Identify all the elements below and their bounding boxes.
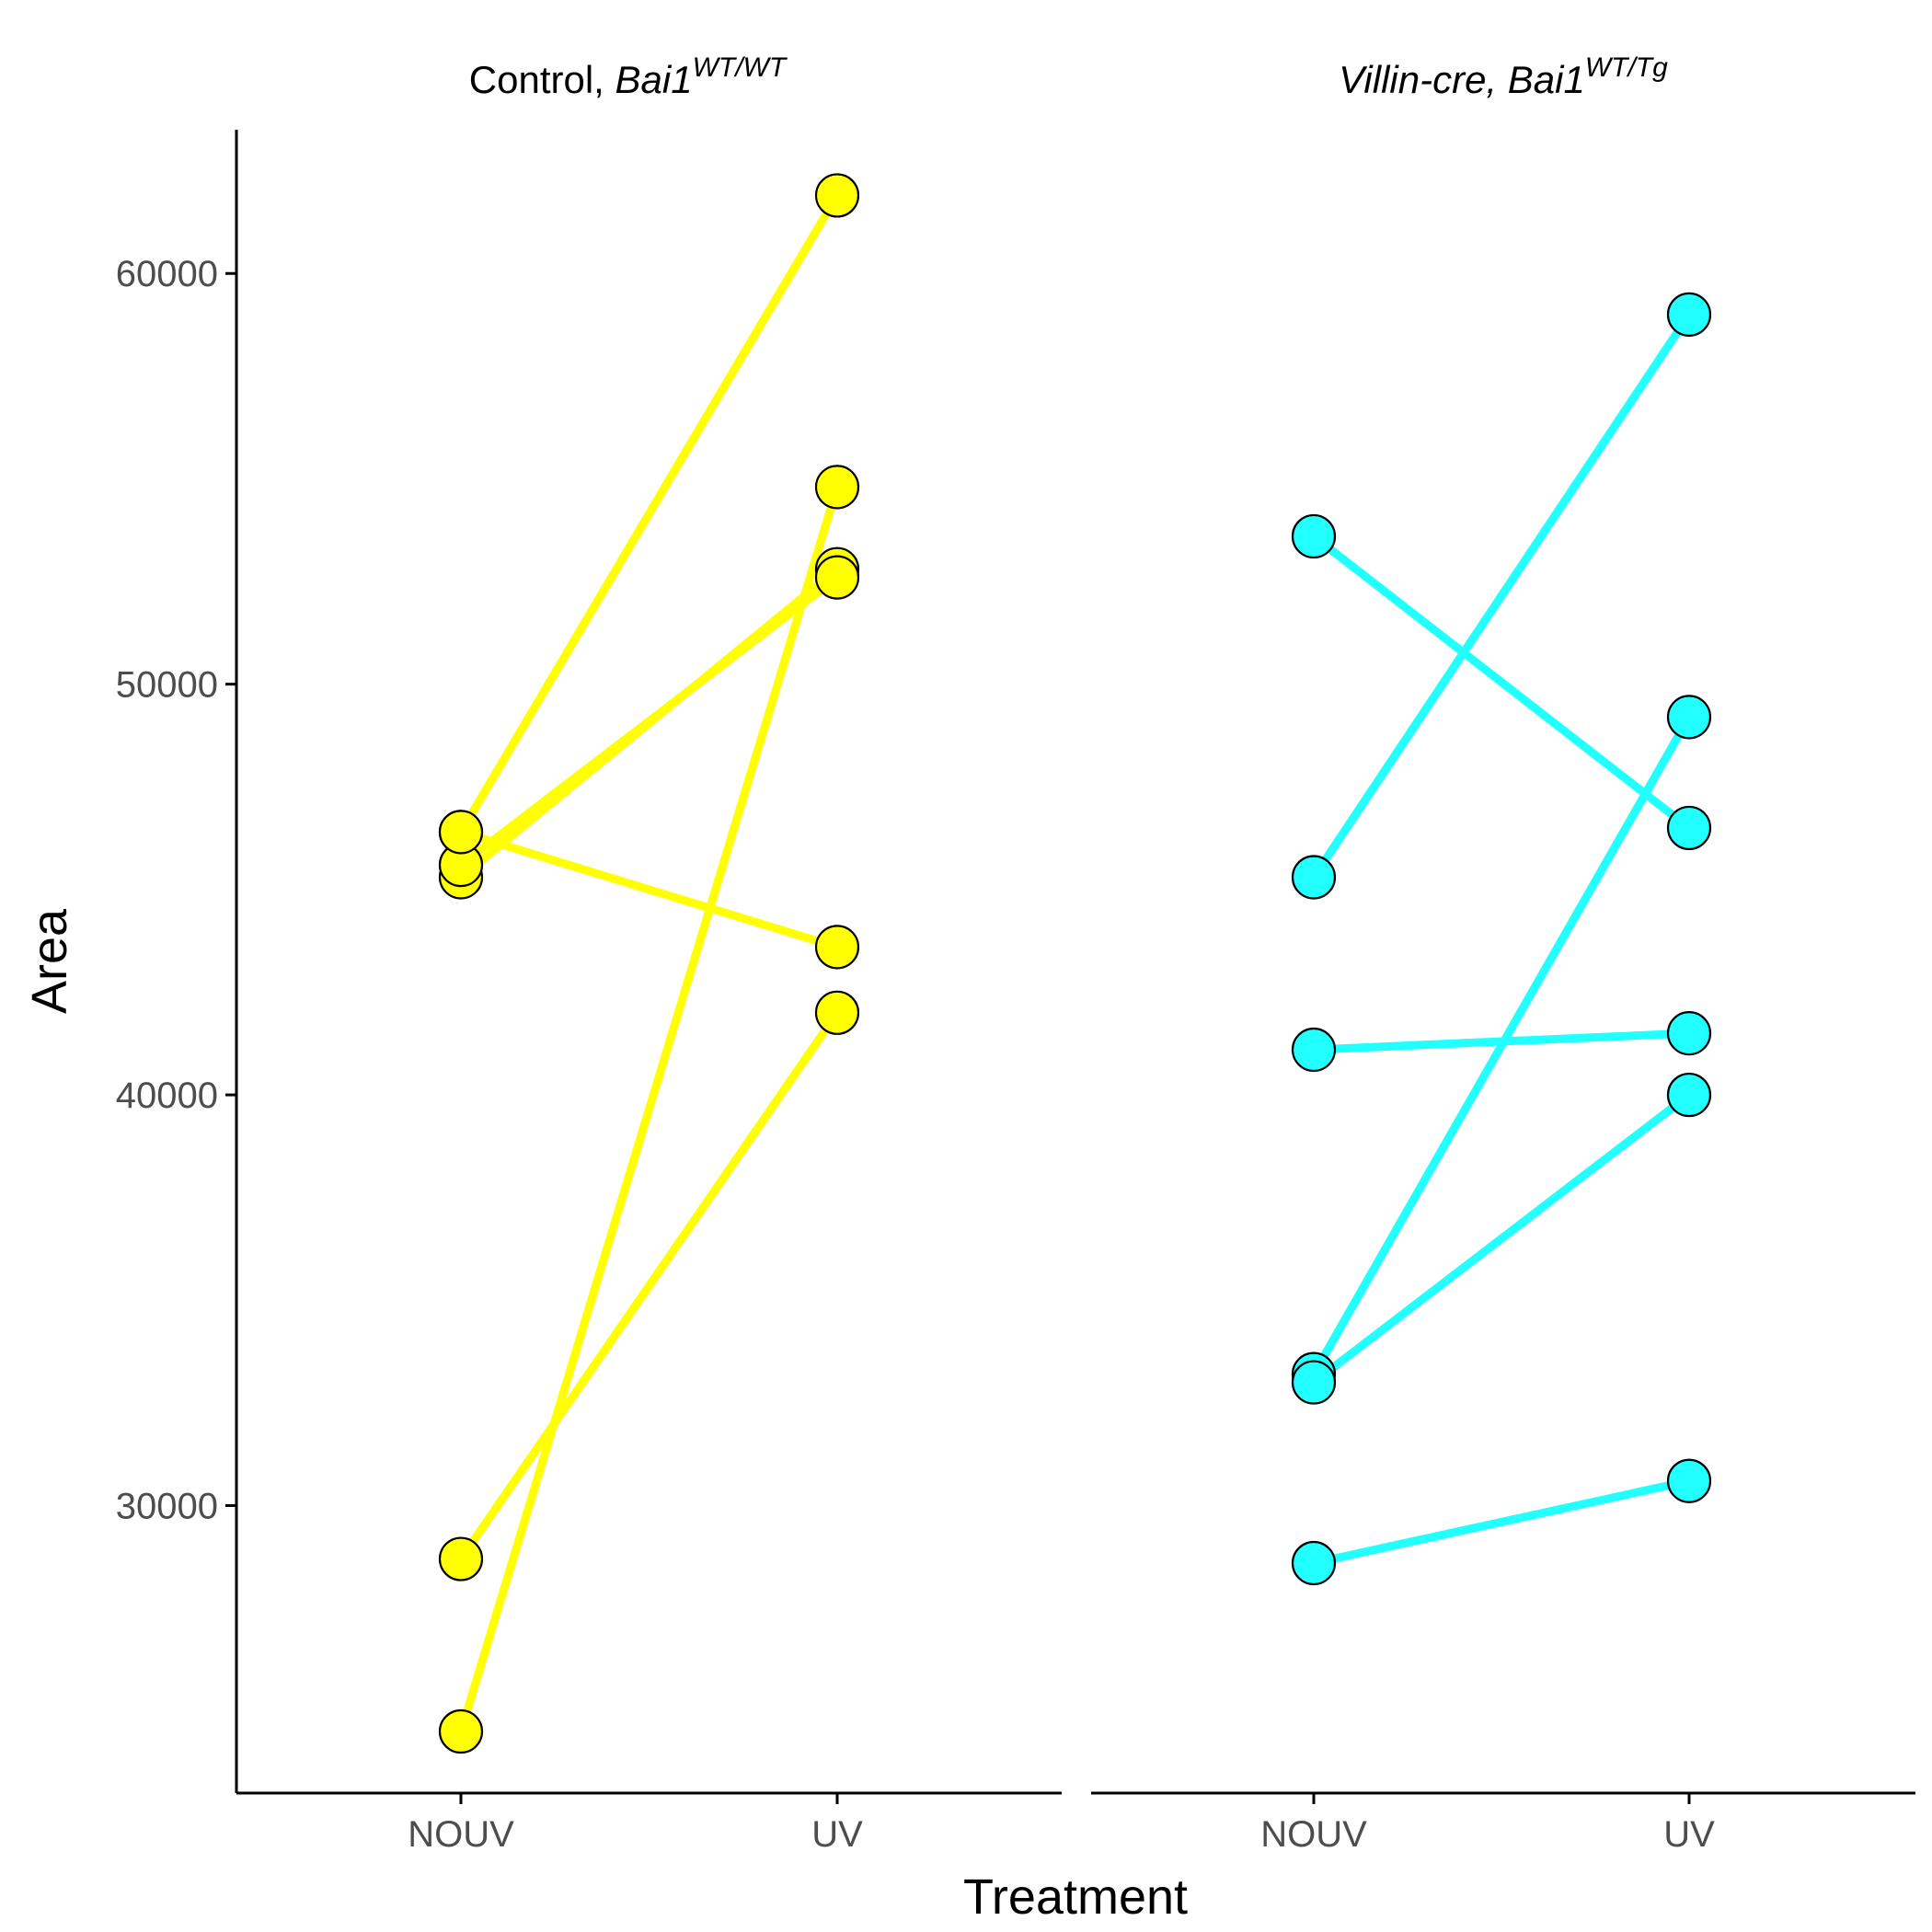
- x-tick-label: NOUV: [408, 1814, 514, 1855]
- data-point: [440, 1538, 482, 1581]
- data-point: [1668, 696, 1710, 738]
- data-point: [816, 557, 858, 599]
- data-point: [816, 992, 858, 1034]
- data-point: [1293, 1542, 1335, 1584]
- data-point: [1668, 807, 1710, 849]
- x-tick-label: NOUV: [1260, 1814, 1367, 1855]
- y-axis-title: Area: [22, 908, 77, 1014]
- data-point: [1293, 1362, 1335, 1404]
- series-line: [461, 578, 837, 865]
- series-line: [1314, 536, 1689, 828]
- series-line: [1314, 315, 1689, 878]
- series-line: [461, 195, 837, 832]
- data-point: [1668, 293, 1710, 336]
- data-point: [816, 466, 858, 508]
- data-point: [440, 811, 482, 853]
- data-point: [1293, 1029, 1335, 1071]
- series-points-control: [440, 174, 858, 1753]
- x-tick-label: UV: [811, 1814, 863, 1855]
- strip-title-italic: Villin-cre, Bai1: [1339, 58, 1585, 101]
- x-axis-ticks-control: NOUV UV: [408, 1793, 863, 1855]
- y-tick-label: 30000: [116, 1487, 218, 1527]
- strip-title-superscript: WT/Tg: [1585, 52, 1668, 83]
- series-lines-control: [461, 195, 837, 1731]
- strip-title-control: Control, Bai1WT/WT: [469, 52, 788, 101]
- strip-title-plain: Control,: [469, 58, 615, 101]
- data-point: [1668, 1012, 1710, 1054]
- data-point: [816, 174, 858, 216]
- series-line: [461, 832, 837, 947]
- y-tick-label: 60000: [116, 254, 218, 294]
- data-point: [1293, 515, 1335, 558]
- data-point: [440, 1710, 482, 1753]
- data-point: [816, 926, 858, 968]
- series-line: [461, 1013, 837, 1559]
- strip-title-superscript: WT/WT: [693, 52, 788, 83]
- x-axis-ticks-villin-cre: NOUV UV: [1260, 1793, 1715, 1855]
- data-point: [1293, 856, 1335, 898]
- x-tick-label: UV: [1663, 1814, 1715, 1855]
- series-line: [1314, 1481, 1689, 1563]
- strip-title-villin-cre: Villin-cre, Bai1WT/Tg: [1339, 52, 1668, 101]
- series-lines-villin-cre: [1314, 315, 1689, 1563]
- series-line: [461, 487, 837, 1731]
- y-axis-ticks: 30000 40000 50000 60000: [116, 254, 236, 1526]
- y-tick-label: 50000: [116, 665, 218, 706]
- y-tick-label: 40000: [116, 1075, 218, 1116]
- data-point: [1668, 1460, 1710, 1502]
- x-axis-title: Treatment: [963, 1869, 1188, 1925]
- panel-villin-cre: Villin-cre, Bai1WT/Tg NOUV UV: [1091, 52, 1915, 1855]
- panel-control: Control, Bai1WT/WT NOUV UV: [236, 52, 1062, 1855]
- strip-title-italic: Bai1: [615, 58, 693, 101]
- series-line: [1314, 1095, 1689, 1382]
- data-point: [1668, 1074, 1710, 1116]
- series-points-villin-cre: [1293, 293, 1710, 1584]
